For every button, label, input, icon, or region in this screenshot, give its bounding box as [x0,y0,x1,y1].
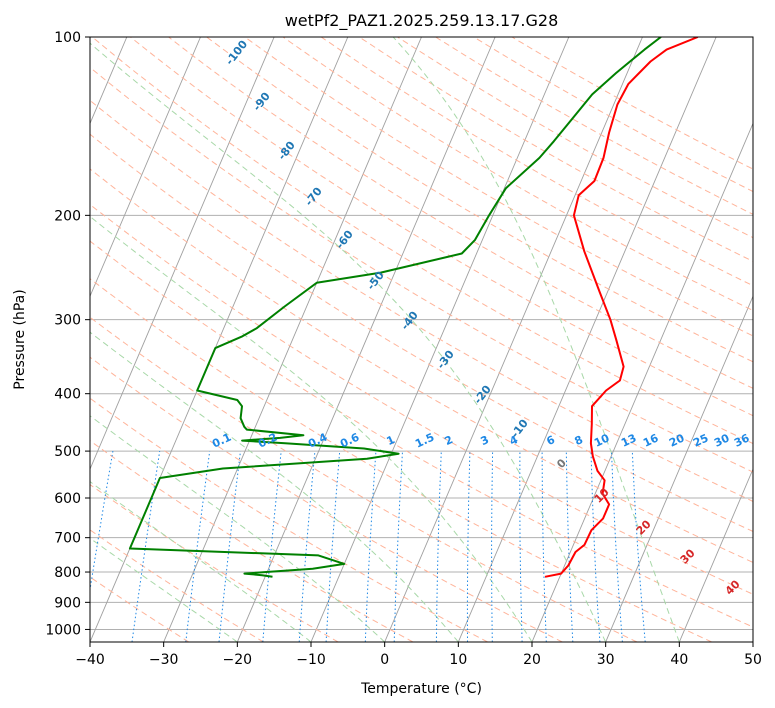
x-axis-label: Temperature (°C) [360,681,482,697]
y-tick-label: 1000 [45,622,81,638]
y-tick-label: 300 [54,313,81,329]
moist-adiabat-line [90,42,607,642]
y-axis-label: Pressure (hPa) [12,289,28,389]
moist-adiabat-line [90,481,312,642]
series-line [544,37,699,578]
dry-adiabat-line [206,37,753,363]
y-tick-label: 700 [54,531,81,547]
plot-area [90,37,753,642]
sounding-series [128,37,699,578]
dry-adiabat-line [435,37,753,215]
mixing-ratio-lines [90,451,646,642]
dry-adiabat-line [91,37,753,445]
mixing-ratio-line [393,451,403,642]
mixing-ratio-line [298,451,316,642]
mixing-ratio-line [218,451,241,642]
isotherm-line [236,37,496,642]
dry-adiabat-line [130,37,753,417]
y-tick-label: 600 [54,491,81,507]
mixing-ratio-label: 30 [712,431,732,449]
x-tick-label: −20 [223,652,253,668]
dry-adiabat-line [90,133,753,533]
mixing-ratio-line [466,451,471,642]
dry-adiabat-line [282,37,753,312]
dry-adiabat-line [244,37,753,337]
moist-adiabat-line [90,331,459,642]
isotherm-line [163,37,422,642]
dry-adiabat-line [90,440,414,642]
mixing-ratio-line [631,451,646,642]
mixing-ratio-line [325,451,341,642]
dry-adiabat-line [359,37,753,262]
dry-adiabat-line [90,316,638,642]
y-tick-label: 800 [54,565,81,581]
mixing-ratio-line [541,451,547,642]
x-tick-label: 0 [380,652,389,668]
mixing-ratio-line [435,451,442,642]
dry-adiabat-line [397,37,753,239]
isotherm-line [531,122,753,642]
x-tick-label: −40 [75,652,105,668]
x-tick-label: −10 [296,652,326,668]
mixing-ratio-line [611,451,623,642]
isotherm-line [90,37,275,471]
plot-frame [89,36,754,643]
dry-adiabat-line [90,168,753,563]
x-tick-label: −30 [149,652,179,668]
dry-adiabat-line [90,66,753,473]
isotherm-line [90,37,201,298]
y-tick-label: 200 [54,208,81,224]
isotherm-line [457,37,717,642]
dry-adiabat-line [90,356,563,642]
mixing-ratio-line [364,451,377,642]
y-tick-label: 500 [54,444,81,460]
y-axis-ticks: 100 200 300 400 500 600 700 800 900 1000 [45,30,90,638]
chart-title: wetPf2_PAZ1.2025.259.13.17.G28 [285,11,559,31]
dry-adiabat-line [90,99,753,502]
mixing-ratio-line [519,451,523,642]
mixing-ratio-label: 10 [592,431,612,449]
mixing-ratio-line [262,451,282,642]
x-tick-label: 30 [597,652,615,668]
mixing-ratio-label: 20 [667,431,687,449]
x-axis-ticks: −40 −30 −20 −10 0 10 20 30 40 50 [75,642,762,668]
isotherm-line [605,295,753,642]
series-line [128,37,662,578]
moist-adiabat-line [392,37,680,642]
y-tick-label: 100 [54,30,81,46]
mixing-ratio-line [185,451,211,642]
x-tick-label: 40 [670,652,688,668]
moist-adiabats [90,37,680,642]
x-tick-label: 20 [523,652,541,668]
mixing-ratio-label: 25 [691,431,710,449]
y-tick-label: 400 [54,387,81,403]
mixing-ratio-line [491,451,494,642]
x-tick-label: 10 [449,652,467,668]
dry-adiabat-line [320,37,753,287]
y-tick-label: 900 [54,595,81,611]
dry-adiabat-line [473,37,753,193]
mixing-ratio-label: 16 [641,431,661,449]
moist-adiabat-line [90,415,386,642]
x-tick-label: 50 [744,652,762,668]
isotherm-line [384,37,643,642]
mixing-ratio-line [565,451,574,642]
moist-adiabat-line [90,215,533,642]
dry-adiabat-line [90,240,753,628]
mixing-ratio-label: 36 [732,431,752,449]
dry-adiabat-line [90,203,753,595]
mixing-ratio-label: 13 [619,431,638,449]
isobar-grid [90,37,753,630]
line-labels: -100-90-80-70-60-50-40-30-20-10010203040… [210,38,752,598]
mixing-ratio-line [90,451,114,593]
isotherm-line [678,467,753,642]
dry-adiabat-line [511,37,753,170]
dry-adiabat-line [168,37,753,389]
mixing-ratio-line [590,451,601,642]
